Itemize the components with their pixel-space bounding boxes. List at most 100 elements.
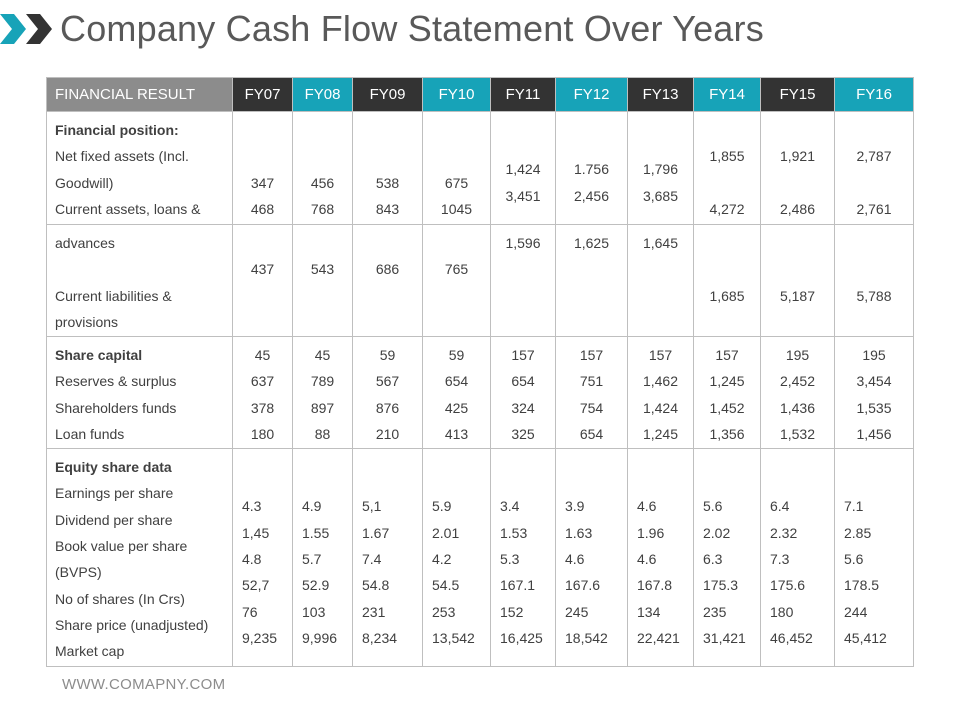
row-label: Market cap [55,643,125,659]
cell-value: 5.3 [500,551,520,567]
cell-value: 6.3 [703,551,723,567]
cell-value: 8,234 [362,630,398,646]
header-year: FY14 [693,77,761,112]
table-cell: 4.9 1.55 5.7 52.9 103 9,996 [292,448,353,667]
cell-value: 686 [375,261,400,277]
cell-value: 253 [432,604,456,620]
cell-value: 468 [250,201,275,217]
table-cell: 157 751 754 654 [555,336,628,449]
cell-value: 637 [250,373,275,389]
cell-value: 768 [310,201,335,217]
cell-value: 178.5 [844,577,880,593]
table-cell: 675 1045 [422,111,491,225]
cell-value: 52.9 [302,577,330,593]
page-title: Company Cash Flow Statement Over Years [60,8,764,49]
financial-table: FINANCIAL RESULT FY07 FY08 FY09 FY10 FY1… [46,77,914,667]
header-year: FY09 [352,77,423,112]
cell-value: 3.9 [565,498,585,514]
cell-value: 4.6 [565,551,585,567]
table-cell: 1,645 [627,224,694,337]
cell-value: 843 [375,201,400,217]
chevron-teal-shape [0,14,26,44]
cell-value: 675 [444,175,469,191]
row-label: (BVPS) [55,564,102,580]
cell-value: 1,436 [779,400,816,416]
cell-value: 437 [250,261,275,277]
cell-value: 456 [310,175,335,191]
cell-value: 244 [844,604,868,620]
table-cell: 686 [352,224,423,337]
row-label: advances [55,235,115,251]
header-year: FY08 [292,77,353,112]
row-labels: Financial position: Net fixed assets (In… [46,111,233,225]
cell-value: 543 [310,261,335,277]
cell-value: 167.8 [637,577,673,593]
cell-value: 1.756 [573,161,610,177]
cell-value: 7.3 [770,551,790,567]
cell-value: 54.5 [432,577,460,593]
cell-value: 9,235 [242,630,278,646]
row-label: Current liabilities & [55,288,172,304]
table-cell: 456 768 [292,111,353,225]
table-cell: 157 654 324 325 [490,336,556,449]
table-cell: 3.4 1.53 5.3 167.1 152 16,425 [490,448,556,667]
cell-value: 157 [648,347,673,363]
cell-value: 7.4 [362,551,382,567]
cell-value: 751 [579,373,604,389]
cell-value: 1,921 [779,148,816,164]
table-row-equity: Equity share data Earnings per share Div… [46,448,914,667]
cell-value: 413 [444,426,469,442]
cell-value: 195 [785,347,810,363]
table-cell: 195 3,454 1,535 1,456 [834,336,914,449]
cell-value: 5.6 [844,551,864,567]
table-cell: 6.4 2.32 7.3 175.6 180 46,452 [760,448,835,667]
cell-value: 1,452 [709,400,745,416]
table-cell: 45 789 897 88 [292,336,353,449]
cell-value: 2.02 [703,525,731,541]
cell-value: 2,761 [856,201,892,217]
cell-value: 654 [444,373,469,389]
cell-value: 425 [444,400,469,416]
cell-value: 1,645 [642,235,679,251]
row-label: Current assets, loans & [55,201,201,217]
row-labels: Equity share data Earnings per share Div… [46,448,233,667]
cell-value: 103 [302,604,326,620]
cell-value: 4.3 [242,498,262,514]
cell-value: 3,685 [642,188,679,204]
cell-value: 324 [511,400,535,416]
cell-value: 3,454 [856,373,892,389]
table-cell: 157 1,245 1,452 1,356 [693,336,761,449]
cell-value: 1,456 [856,426,892,442]
header-year: FY11 [490,77,556,112]
cell-value: 2,486 [779,201,816,217]
cell-value: 18,542 [565,630,608,646]
table-cell: 4.6 1.96 4.6 167.8 134 22,421 [627,448,694,667]
section-heading: Financial position: [55,122,179,138]
cell-value: 16,425 [500,630,543,646]
row-labels: advances Current liabilities & provision… [46,224,233,337]
table-cell: 157 1,462 1,424 1,245 [627,336,694,449]
cell-value: 175.3 [703,577,739,593]
section-heading: Share capital [55,347,143,363]
cell-value: 567 [375,373,400,389]
table-cell: 195 2,452 1,436 1,532 [760,336,835,449]
cell-value: 897 [310,400,335,416]
cell-value: 1,855 [709,148,745,164]
cell-value: 1,245 [709,373,745,389]
cell-value: 13,542 [432,630,475,646]
chevron-dark-shape [26,14,52,44]
cell-value: 167.6 [565,577,601,593]
table-cell: 1,855 4,272 [693,111,761,225]
table-cell: 5.9 2.01 4.2 54.5 253 13,542 [422,448,491,667]
header-financial-result: FINANCIAL RESULT [46,77,233,112]
double-chevron-icon [0,14,52,44]
cell-value: 157 [511,347,535,363]
row-label: Earnings per share [55,485,174,501]
table-cell: 1,685 [693,224,761,337]
cell-value: 2,787 [856,148,892,164]
row-label: Share price (unadjusted) [55,617,209,633]
cell-value: 245 [565,604,589,620]
cell-value: 180 [770,604,794,620]
header-year: FY13 [627,77,694,112]
cell-value: 378 [250,400,275,416]
